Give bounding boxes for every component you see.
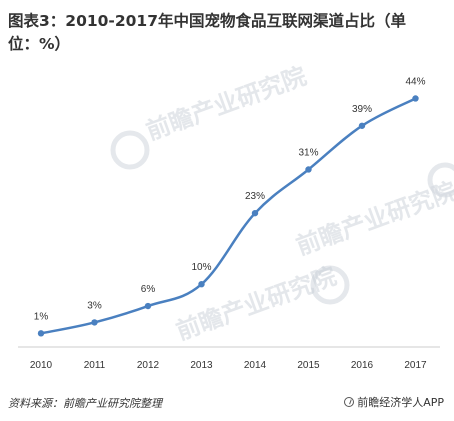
x-tick-2012: 2012 [137,360,160,371]
data-point-2013 [198,280,205,288]
x-tick-2010: 2010 [30,360,53,371]
watermark-logo-icon-2 [310,265,350,305]
x-tick-2013: 2013 [190,360,213,371]
data-point-2014 [251,209,259,217]
data-point-2015 [305,166,312,173]
data-labels: 1% 3% 6% 10% 23% 31% 39% 44% [34,76,426,322]
data-label-2010: 1% [34,311,49,322]
data-point-2012 [144,302,152,310]
brand-text: 前瞻经济学人APP [357,396,444,409]
watermark-logo-icon-3 [427,162,454,198]
watermark-text-3: 前瞻产业研究院 [292,177,454,261]
data-label-2011: 3% [87,300,102,311]
data-label-2017: 44% [405,76,425,87]
chart-title: 图表3：2010-2017年中国宠物食品互联网渠道占比（单位：%） [8,12,406,53]
data-label-2012: 6% [141,284,156,295]
x-tick-2017: 2017 [404,360,427,371]
data-point-2010 [37,330,45,337]
data-label-2014: 23% [245,191,265,202]
data-point-2011 [91,319,98,326]
watermark-text-1: 前瞻产业研究院 [142,62,309,146]
brand-credit: 前瞻经济学人APP [344,394,444,410]
brand-logo-icon [344,397,355,407]
watermark-logo-icon [110,130,150,170]
watermark-text-2: 前瞻产业研究院 [172,262,339,346]
x-tick-2011: 2011 [84,360,106,371]
x-tick-2014: 2014 [244,360,267,371]
data-points [37,95,419,337]
series-line [39,97,417,335]
data-point-2016 [358,122,366,129]
data-label-2013: 10% [191,262,211,273]
data-label-2015: 31% [298,147,318,158]
data-label-2016: 39% [352,104,372,115]
x-tick-2015: 2015 [297,360,320,371]
x-tick-labels: 2010 2011 2012 2013 2014 2015 2016 2017 [30,360,427,371]
data-point-2017 [412,95,419,102]
source-note: 资料来源：前瞻产业研究院整理 [8,397,162,410]
x-tick-2016: 2016 [351,360,374,371]
